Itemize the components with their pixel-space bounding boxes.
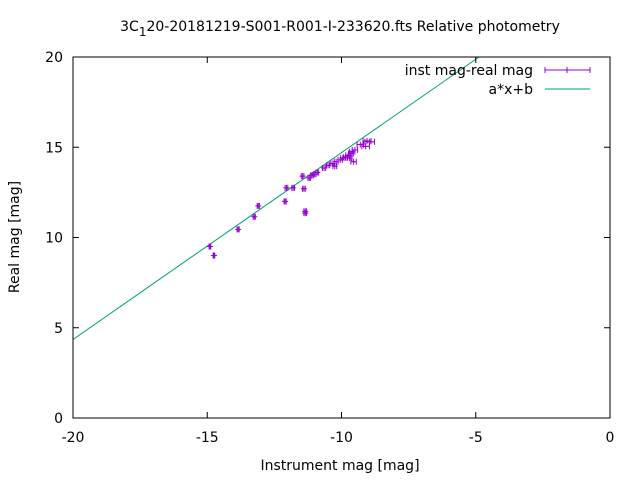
data-point: [306, 174, 313, 181]
data-point: [346, 155, 353, 162]
data-point: [364, 138, 376, 145]
data-point: [251, 213, 258, 220]
data-point: [350, 158, 357, 165]
x-tick-label: 0: [606, 430, 615, 446]
axis-ticks: -20 -15 -10 -5 0 0 5 10 15 20: [45, 50, 614, 446]
data-point: [255, 202, 262, 209]
data-point: [282, 198, 289, 205]
data-point: [331, 163, 338, 170]
data-point: [361, 143, 370, 150]
data-point: [302, 210, 309, 217]
data-point: [351, 146, 359, 153]
x-tick-label: -5: [469, 430, 483, 446]
data-point: [206, 243, 213, 250]
y-tick-label: 15: [45, 140, 63, 156]
data-point: [314, 169, 321, 176]
plot-area: [72, 56, 480, 340]
fit-line: [72, 56, 480, 340]
data-point: [308, 172, 315, 179]
legend-label-fit: a*x+b: [489, 82, 534, 98]
legend-label-points: inst mag-real mag: [405, 63, 533, 79]
data-point: [283, 184, 290, 191]
x-tick-label: -10: [330, 430, 353, 446]
y-axis-label: Real mag [mag]: [7, 181, 23, 293]
data-point: [235, 226, 242, 233]
plot-frame: [72, 56, 611, 419]
x-axis-label: Instrument mag [mag]: [260, 458, 419, 474]
chart-title: 3C120-20181219-S001-R001-I-233620.fts Re…: [120, 19, 560, 39]
data-point: [339, 155, 346, 162]
data-point: [300, 185, 307, 192]
y-tick-label: 0: [54, 411, 63, 427]
y-tick-label: 5: [54, 321, 63, 337]
legend: inst mag-real mag a*x+b: [405, 63, 591, 98]
y-tick-label: 10: [45, 231, 63, 247]
y-tick-label: 20: [45, 50, 63, 66]
x-tick-label: -20: [62, 430, 85, 446]
x-tick-label: -15: [196, 430, 219, 446]
data-point: [299, 173, 306, 180]
data-point: [210, 252, 217, 259]
data-point: [290, 184, 297, 191]
